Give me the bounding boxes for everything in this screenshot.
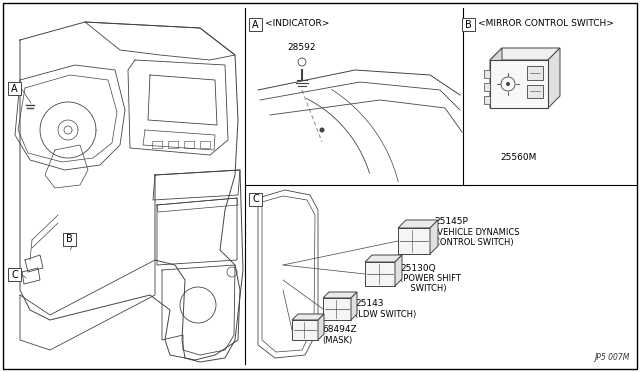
Text: SWITCH): SWITCH)	[400, 283, 447, 292]
Text: 25560M: 25560M	[501, 154, 537, 163]
Text: B: B	[66, 234, 73, 244]
Text: B: B	[465, 19, 472, 29]
Bar	[200, 141, 210, 148]
Polygon shape	[398, 220, 438, 228]
Text: CONTROL SWITCH): CONTROL SWITCH)	[434, 237, 514, 247]
Text: <MIRROR CONTROL SWITCH>: <MIRROR CONTROL SWITCH>	[478, 19, 614, 29]
Circle shape	[319, 128, 324, 132]
Bar	[168, 141, 178, 148]
Polygon shape	[490, 48, 560, 60]
Polygon shape	[365, 255, 402, 262]
Bar	[8, 268, 21, 281]
Text: 25130Q: 25130Q	[400, 263, 436, 273]
Text: (LDW SWITCH): (LDW SWITCH)	[355, 310, 416, 318]
Bar	[398, 228, 430, 254]
Polygon shape	[395, 255, 402, 286]
Text: C: C	[11, 269, 18, 279]
Bar	[490, 60, 548, 108]
Bar	[8, 82, 21, 95]
Text: (MASK): (MASK)	[322, 336, 352, 344]
Bar	[292, 320, 318, 340]
Polygon shape	[318, 314, 324, 340]
Polygon shape	[351, 292, 357, 320]
Text: C: C	[252, 195, 259, 205]
Bar	[184, 141, 194, 148]
Circle shape	[506, 82, 510, 86]
Bar	[365, 262, 395, 286]
Bar	[484, 70, 490, 78]
Polygon shape	[430, 220, 438, 254]
Polygon shape	[292, 314, 324, 320]
Text: (VEHICLE DYNAMICS: (VEHICLE DYNAMICS	[434, 228, 520, 237]
Bar	[484, 83, 490, 91]
Polygon shape	[490, 48, 502, 108]
Bar	[249, 193, 262, 206]
Bar	[249, 18, 262, 31]
Text: 28592: 28592	[288, 44, 316, 52]
Text: A: A	[252, 19, 259, 29]
Text: JP5 007M: JP5 007M	[595, 353, 630, 362]
Text: (POWER SHIFT: (POWER SHIFT	[400, 273, 461, 282]
Text: 25143: 25143	[355, 299, 383, 308]
Polygon shape	[323, 292, 357, 298]
Bar	[462, 18, 475, 31]
Bar	[527, 66, 543, 80]
Text: 68494Z: 68494Z	[322, 326, 356, 334]
Text: <INDICATOR>: <INDICATOR>	[265, 19, 330, 29]
Bar	[323, 298, 351, 320]
Bar	[484, 96, 490, 104]
Bar	[63, 233, 76, 246]
Bar	[152, 141, 162, 148]
Bar	[527, 85, 543, 98]
Text: 25145P: 25145P	[434, 218, 468, 227]
Text: A: A	[11, 83, 18, 93]
Polygon shape	[548, 48, 560, 108]
